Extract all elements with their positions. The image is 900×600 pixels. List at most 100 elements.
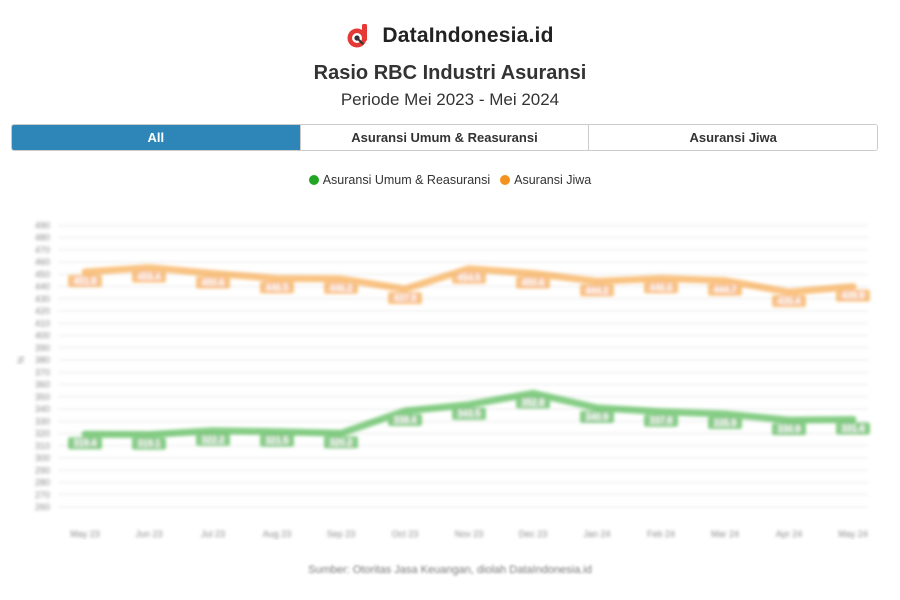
x-tick-label: Apr 24: [776, 529, 803, 539]
y-tick-label: 450: [35, 269, 50, 279]
x-tick-label: Aug 23: [263, 529, 292, 539]
x-tick-label: Oct 23: [392, 529, 419, 539]
data-label-box: [452, 271, 486, 284]
data-label: 450.6: [522, 278, 545, 288]
legend-item-jiwa[interactable]: Asuransi Jiwa: [500, 173, 591, 187]
data-label-box: [132, 437, 166, 450]
data-point: [658, 408, 664, 415]
data-point: [850, 283, 856, 290]
data-label-box: [260, 281, 294, 294]
y-tick-label: 360: [35, 380, 50, 390]
data-point: [274, 428, 280, 435]
tab-all[interactable]: All: [12, 125, 300, 150]
data-label: 343.5: [458, 409, 481, 419]
x-tick-label: Dec 23: [519, 529, 548, 539]
y-tick-label: 310: [35, 441, 50, 451]
data-label-box: [772, 423, 806, 436]
data-label: 319.4: [74, 438, 97, 448]
data-point: [786, 289, 792, 296]
data-label-box: [772, 295, 806, 308]
data-label: 455.4: [138, 272, 161, 282]
data-label: 454.5: [458, 273, 481, 283]
dataindonesia-logo-icon: [347, 24, 368, 48]
data-label: 322.2: [202, 435, 225, 445]
data-label-box: [708, 417, 742, 430]
y-tick-label: 370: [35, 367, 50, 377]
data-label-box: [516, 396, 550, 409]
data-label: 444.7: [714, 285, 737, 295]
data-label-box: [644, 414, 678, 427]
y-tick-label: 460: [35, 257, 50, 267]
gridlines: 260 270 280 290 300 310 320 330 340 350 360 370 380 3…: [35, 220, 868, 512]
y-axis-label: %: [16, 356, 26, 364]
data-point: [594, 278, 600, 285]
data-label-box: [196, 276, 230, 289]
tab-asuransi-umum-reasuransi[interactable]: Asuransi Umum & Reasuransi: [299, 125, 589, 150]
y-tick-label: 350: [35, 392, 50, 402]
legend-label-jiwa: Asuransi Jiwa: [514, 173, 592, 187]
data-label: 331.4: [842, 424, 865, 434]
data-label: 446.6: [650, 282, 673, 292]
y-tick-label: 420: [35, 306, 50, 316]
data-point: [146, 431, 152, 438]
x-tick-label: May 24: [838, 529, 868, 539]
data-label-box: [324, 436, 358, 449]
data-label: 335.9: [714, 418, 737, 428]
series-jiwa: 451.8 455.4 450.6 446.5 446.2 437.9 454.5 450.6…: [68, 264, 870, 308]
x-tick-label: Jan 24: [583, 529, 610, 539]
series-filter-tabs: All Asuransi Umum & Reasuransi Asuransi …: [11, 124, 878, 151]
line-chart: 260 270 280 290 300 310 320 330 340 350 360 370 380 3…: [16, 220, 870, 539]
chart-legend: Asuransi Umum & Reasuransi Asuransi Jiwa: [0, 173, 900, 187]
data-point: [210, 427, 216, 434]
data-point: [530, 270, 536, 277]
data-point: [658, 275, 664, 282]
x-tick-label: Jul 23: [201, 529, 225, 539]
data-point: [466, 401, 472, 408]
y-tick-label: 290: [35, 465, 50, 475]
brand-header: DataIndonesia.id: [0, 20, 900, 52]
data-label-box: [452, 407, 486, 420]
data-point: [338, 430, 344, 437]
brand-name: DataIndonesia.id: [382, 24, 554, 47]
y-tick-label: 470: [35, 245, 50, 255]
data-point: [722, 277, 728, 284]
data-label-box: [516, 276, 550, 289]
data-label-box: [132, 270, 166, 283]
x-axis-ticks: May 23 Jun 23 Jul 23 Aug 23 Sep 23 Oct 23 Nov …: [70, 529, 868, 539]
x-tick-label: Jun 23: [135, 529, 162, 539]
data-label: 338.4: [394, 415, 417, 425]
data-label: 437.9: [394, 293, 417, 303]
legend-item-umum[interactable]: Asuransi Umum & Reasuransi: [308, 173, 491, 187]
tab-asuransi-jiwa[interactable]: Asuransi Jiwa: [588, 125, 877, 150]
data-point: [210, 270, 216, 277]
legend-label-umum: Asuransi Umum & Reasuransi: [322, 173, 491, 187]
data-label-box: [644, 281, 678, 294]
chart-title: Rasio RBC Industri Asuransi: [313, 62, 587, 84]
data-point: [850, 416, 856, 423]
data-label: 451.8: [74, 276, 97, 286]
data-label-box: [580, 284, 614, 297]
data-point: [594, 404, 600, 411]
y-tick-label: 320: [35, 429, 50, 439]
data-point: [274, 275, 280, 282]
data-point: [146, 264, 152, 271]
x-tick-label: Sep 23: [327, 529, 356, 539]
data-label-box: [836, 422, 870, 435]
data-label: 446.5: [266, 283, 289, 293]
data-label-box: [68, 437, 102, 450]
data-point: [82, 269, 88, 276]
source-note: Sumber: Otoritas Jasa Keuangan, diolah D…: [308, 564, 592, 576]
data-point: [402, 407, 408, 414]
data-label: 444.2: [586, 285, 609, 295]
data-label: 446.2: [330, 283, 353, 293]
y-tick-label: 400: [35, 331, 50, 341]
data-label: 330.9: [778, 424, 801, 434]
data-label-box: [196, 433, 230, 446]
y-tick-label: 390: [35, 343, 50, 353]
y-tick-label: 260: [35, 502, 50, 512]
data-label-box: [580, 410, 614, 423]
x-tick-label: May 23: [70, 529, 100, 539]
data-label: 319.1: [138, 439, 161, 449]
y-tick-label: 430: [35, 294, 50, 304]
data-point: [402, 286, 408, 293]
